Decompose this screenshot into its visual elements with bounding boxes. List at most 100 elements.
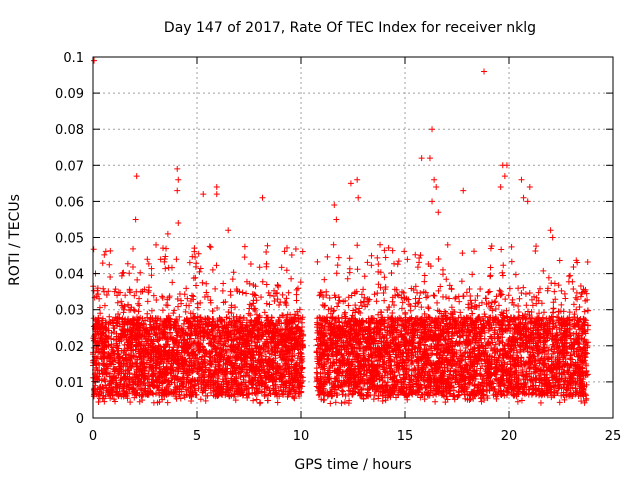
data-point [163, 301, 170, 308]
data-point [166, 315, 173, 322]
data-point [186, 259, 193, 266]
data-point [231, 331, 238, 338]
data-point [209, 328, 216, 335]
data-point [364, 259, 371, 266]
data-point [274, 399, 281, 406]
data-point [96, 295, 103, 302]
data-point [243, 386, 250, 393]
data-point [106, 313, 113, 320]
data-point [201, 294, 208, 301]
data-point [243, 317, 250, 324]
data-point [215, 361, 222, 368]
data-point [283, 314, 290, 321]
data-point [120, 269, 127, 276]
data-point [126, 287, 133, 294]
data-point [173, 256, 180, 263]
data-point [206, 367, 213, 374]
data-point [145, 260, 152, 267]
data-point [532, 247, 539, 254]
data-point [297, 315, 304, 322]
data-point [336, 297, 343, 304]
data-point [117, 374, 124, 381]
data-point [165, 312, 172, 319]
data-point [148, 265, 155, 272]
data-point [180, 383, 187, 390]
data-point [197, 333, 204, 340]
data-point [278, 264, 285, 271]
data-point [171, 321, 178, 328]
data-point [99, 260, 106, 267]
data-point [164, 296, 171, 303]
data-point [225, 309, 232, 316]
data-point [275, 283, 282, 290]
data-point [277, 299, 284, 306]
data-point [522, 290, 529, 297]
data-point [144, 310, 151, 317]
data-point [187, 355, 194, 362]
data-point [344, 275, 351, 282]
data-point [228, 310, 235, 317]
data-point [321, 303, 328, 310]
data-point [142, 382, 149, 389]
data-point [209, 266, 216, 273]
data-point [297, 327, 304, 334]
data-point [129, 264, 136, 271]
data-point [264, 384, 271, 391]
data-point [267, 339, 274, 346]
data-point [374, 290, 381, 297]
data-point [153, 296, 160, 303]
data-point [130, 347, 137, 354]
data-point [203, 280, 210, 287]
data-point [114, 292, 121, 299]
data-point [500, 262, 507, 269]
data-point [159, 368, 166, 375]
data-point [251, 291, 258, 298]
data-point [199, 387, 206, 394]
data-point [222, 390, 229, 397]
data-point [401, 248, 408, 255]
data-point [125, 301, 132, 308]
data-point [283, 322, 290, 329]
data-point [153, 241, 160, 248]
data-point [191, 248, 198, 255]
data-point [148, 307, 155, 314]
data-point [292, 245, 299, 252]
data-point [213, 262, 220, 269]
data-point [107, 273, 114, 280]
data-point [126, 270, 133, 277]
data-points [90, 57, 591, 407]
data-point [145, 372, 152, 379]
data-point [263, 353, 270, 360]
data-point [134, 276, 141, 283]
data-point [230, 269, 237, 276]
data-point [155, 337, 162, 344]
data-point [184, 295, 191, 302]
data-point [145, 289, 152, 296]
data-point [374, 254, 381, 261]
data-point [150, 292, 157, 299]
data-point [503, 307, 510, 314]
data-point [176, 291, 183, 298]
data-point [120, 309, 127, 316]
data-point [110, 322, 117, 329]
data-point [170, 310, 177, 317]
data-point [118, 298, 125, 305]
data-point [148, 373, 155, 380]
data-point [261, 309, 268, 316]
data-point [95, 398, 102, 405]
data-point [145, 284, 152, 291]
data-point [281, 248, 288, 255]
data-point [293, 291, 300, 298]
data-point [172, 373, 179, 380]
data-point [338, 400, 345, 407]
data-point [298, 389, 305, 396]
data-point [96, 337, 103, 344]
data-point [223, 325, 230, 332]
data-point [123, 355, 130, 362]
data-point [247, 312, 254, 319]
data-point [192, 274, 199, 281]
data-point [278, 348, 285, 355]
data-point [264, 242, 271, 249]
data-point [196, 268, 203, 275]
data-point [143, 338, 150, 345]
